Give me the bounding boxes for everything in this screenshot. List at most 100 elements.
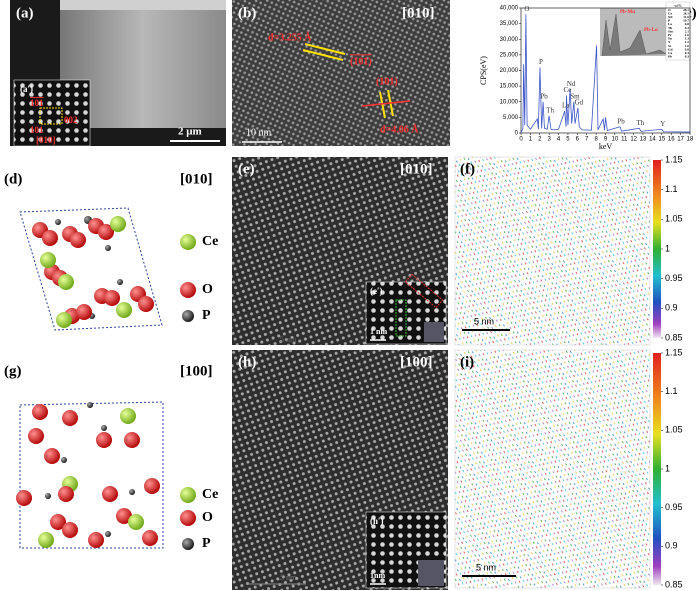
- table-cell: 1.0: [685, 44, 690, 48]
- colorbar: [653, 160, 661, 338]
- peak-label: P: [539, 58, 543, 66]
- table-cell: La: [668, 22, 672, 26]
- unit-cell: [19, 401, 164, 549]
- highlight-box: [395, 299, 407, 337]
- spot-label: 101: [30, 125, 44, 135]
- inset-peak: Pb-Mα: [620, 10, 635, 15]
- legend-swatch: [180, 510, 196, 526]
- atoms: [16, 402, 160, 548]
- hrtem-image: [232, 0, 450, 146]
- panel-f: (f) 5 nm 1.15 1.1 1.05 1 0.95 0.9 0.85: [454, 154, 683, 346]
- x-tick-label: 12: [630, 137, 637, 143]
- x-tick-label: 18: [687, 137, 694, 143]
- lattice-fringe: [304, 43, 346, 55]
- panel-label: (e): [238, 161, 255, 177]
- legend-label: P: [202, 308, 211, 323]
- atoms: [32, 216, 154, 328]
- x-tick-label: 1: [529, 137, 533, 143]
- legend-swatch: [182, 310, 194, 322]
- zone-axis: [010]: [402, 5, 435, 21]
- colorbar-tick-label: 1: [665, 243, 670, 253]
- x-tick-label: 7: [585, 137, 589, 143]
- scale-label: 10 nm: [246, 127, 272, 138]
- legend-label: O: [202, 282, 213, 297]
- table-cell: P: [668, 19, 670, 23]
- legend-swatch: [182, 538, 194, 550]
- legend-label: Ce: [202, 234, 218, 249]
- d-spacing: d=3.255 Å: [268, 31, 312, 43]
- peak-label: Nd: [567, 80, 576, 88]
- peak-label: Pb: [540, 92, 548, 100]
- x-tick-label: 4: [557, 137, 561, 143]
- colorbar-tick-label: 1.15: [665, 154, 683, 164]
- table-cell: Ca: [668, 51, 672, 55]
- y-tick-label: 25,000: [500, 52, 519, 58]
- panel-e: (e) [010] (e′) 1 nm 5 nm: [232, 157, 448, 345]
- colorbar-tick-label: 1.05: [665, 425, 683, 435]
- inset-table: [665, 1, 691, 61]
- legend-label: O: [202, 510, 213, 525]
- x-tick-label: 8: [594, 137, 598, 143]
- lattice-fringe: [379, 91, 386, 119]
- model-overlay: [424, 322, 444, 342]
- x-tick-label: 0: [519, 137, 523, 143]
- scale-label: 1 nm: [370, 327, 387, 336]
- inset-trace: [601, 13, 667, 57]
- strain-map: [454, 156, 651, 346]
- zone-axis: [010]: [36, 135, 56, 145]
- table-cell: 11.0: [683, 15, 689, 19]
- table-cell: 28.1: [683, 8, 689, 12]
- colorbar-tick-label: 0.85: [665, 579, 683, 589]
- table-cell: 10.7: [683, 19, 689, 23]
- x-tick-label: 15: [658, 137, 665, 143]
- legend-label: Ce: [202, 487, 218, 502]
- panel-h: (h) [100] (h′) 1nm 5 nm: [232, 350, 448, 590]
- peak-label: Y: [660, 120, 665, 128]
- scale-label: 5 nm: [280, 335, 297, 344]
- table-cell: Gd: [668, 47, 673, 51]
- peak-label: Th: [636, 119, 644, 127]
- spectrum: [520, 14, 691, 134]
- x-tick-label: 5: [566, 137, 570, 143]
- x-tick-label: 13: [640, 137, 647, 143]
- inset-label: (a′): [20, 84, 33, 94]
- colorbar-tick-label: 1.1: [665, 386, 678, 396]
- table-header: wt%: [674, 3, 682, 8]
- strain-map: [454, 349, 651, 589]
- model-overlay: [418, 560, 444, 586]
- panel-label: (d): [4, 171, 22, 187]
- table-cell: Pb: [668, 55, 672, 59]
- panel-c: (c) Pb-Mα Pb-Lα wt% 05,00010,00015,00020…: [479, 1, 697, 151]
- peak-label: La: [562, 102, 570, 110]
- spot-label: 002: [64, 115, 78, 125]
- y-tick-label: 10,000: [500, 99, 519, 105]
- colorbar-tick-label: 0.85: [665, 332, 683, 342]
- inset-label: (h′): [370, 516, 384, 526]
- panel-label: (a): [16, 5, 34, 21]
- x-tick-label: 2: [538, 137, 542, 143]
- saed-inset: [13, 79, 91, 147]
- inset-peak: Pb-Lα: [644, 28, 658, 33]
- table-cell: 1.6: [685, 33, 690, 37]
- x-tick-label: 14: [649, 137, 656, 143]
- peak-label: Ce: [564, 86, 572, 94]
- panel-label: (b): [238, 5, 256, 21]
- colorbar: [653, 353, 661, 585]
- x-axis-label: keV: [599, 142, 613, 151]
- x-tick-label: 16: [668, 137, 675, 143]
- table-cell: Si: [668, 44, 671, 48]
- unit-cell: [39, 107, 63, 125]
- table-cell: 1.2: [685, 40, 690, 44]
- peak-label: Th: [546, 106, 554, 114]
- colorbar-tick-label: 0.95: [665, 273, 683, 283]
- table-cell: 0.3: [685, 55, 690, 59]
- y-tick-label: 40,000: [500, 6, 519, 12]
- y-tick-label: 15,000: [500, 84, 519, 90]
- table-cell: Sm: [668, 29, 673, 33]
- table-cell: O: [668, 8, 671, 12]
- scale-label: 5 nm: [280, 573, 297, 582]
- table-cell: 0.4: [685, 51, 690, 55]
- y-tick-label: 35,000: [500, 21, 519, 27]
- legend-swatch: [180, 282, 196, 298]
- panel-d: (d) [010] Ce O P: [4, 171, 218, 331]
